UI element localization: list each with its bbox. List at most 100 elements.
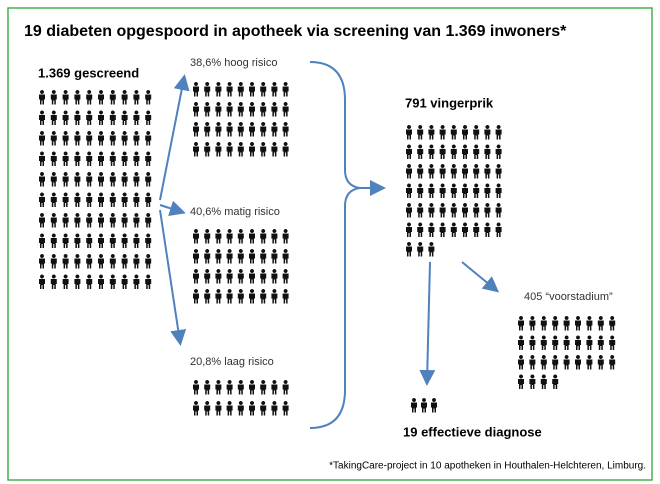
person-icon — [249, 102, 255, 117]
person-icon — [74, 172, 81, 187]
person-icon — [62, 192, 69, 207]
person-icon — [552, 316, 559, 331]
person-icon — [50, 192, 57, 207]
person-icon — [215, 122, 222, 137]
person-icon — [215, 401, 222, 416]
person-icon — [406, 203, 412, 218]
low-risk-label: 20,8% laag risico — [190, 356, 274, 368]
person-icon — [518, 316, 524, 331]
person-icon — [215, 82, 222, 97]
person-icon — [62, 254, 69, 269]
person-icon — [417, 242, 424, 257]
person-icon — [282, 249, 289, 264]
person-icon — [473, 164, 480, 179]
person-icon — [98, 274, 104, 289]
person-icon — [237, 269, 244, 284]
person-icon — [121, 274, 128, 289]
person-icon — [74, 213, 81, 228]
person-icon — [450, 144, 457, 159]
person-icon — [133, 90, 140, 105]
person-icon — [282, 380, 289, 395]
person-icon — [74, 131, 81, 146]
person-icon — [193, 269, 199, 284]
person-icon — [145, 110, 152, 125]
person-icon — [406, 242, 412, 257]
person-icon — [204, 401, 211, 416]
person-icon — [282, 401, 289, 416]
person-icon — [260, 122, 267, 137]
person-icon — [450, 222, 457, 237]
person-icon — [282, 102, 289, 117]
person-icon — [98, 131, 104, 146]
person-icon — [39, 172, 45, 187]
person-icon — [50, 213, 57, 228]
person-icon — [484, 125, 491, 140]
person-icon — [428, 242, 435, 257]
person-icon — [237, 82, 244, 97]
person-icon — [563, 316, 570, 331]
person-icon — [204, 142, 211, 157]
person-icon — [204, 229, 211, 244]
person-icon — [109, 233, 116, 248]
person-icon — [50, 151, 57, 166]
person-icon — [439, 183, 446, 198]
person-icon — [121, 110, 128, 125]
person-icon — [439, 222, 446, 237]
person-icon — [237, 122, 244, 137]
person-icon — [215, 249, 222, 264]
person-icon — [260, 249, 267, 264]
person-icon — [428, 164, 435, 179]
person-icons — [39, 82, 616, 416]
person-icon — [145, 192, 152, 207]
person-icon — [249, 82, 255, 97]
person-icon — [109, 110, 116, 125]
person-icon — [260, 102, 267, 117]
person-icon — [193, 380, 199, 395]
person-icon — [260, 142, 267, 157]
person-icon — [597, 316, 604, 331]
person-icon — [484, 222, 491, 237]
diagnosis-label: 19 effectieve diagnose — [403, 424, 542, 439]
person-icon — [450, 183, 457, 198]
person-icon — [50, 254, 57, 269]
person-icon — [50, 90, 57, 105]
person-icon — [586, 355, 593, 370]
person-icon — [121, 233, 128, 248]
person-icon — [133, 151, 140, 166]
person-icon — [439, 144, 446, 159]
person-icon — [98, 90, 104, 105]
person-icon — [86, 274, 93, 289]
person-icon — [237, 142, 244, 157]
person-icon — [260, 82, 267, 97]
person-icon — [145, 254, 152, 269]
screened-label: 1.369 gescreend — [38, 65, 139, 80]
arrow — [159, 200, 186, 216]
person-icon — [204, 249, 211, 264]
person-icon — [98, 233, 104, 248]
person-icon — [417, 164, 424, 179]
person-icon — [62, 274, 69, 289]
person-icon — [145, 274, 152, 289]
person-icon — [121, 172, 128, 187]
person-icon — [50, 110, 57, 125]
person-icon — [193, 401, 199, 416]
person-icon — [86, 192, 93, 207]
person-icon — [109, 90, 116, 105]
person-icon — [417, 222, 424, 237]
person-icon — [39, 213, 45, 228]
person-icon — [282, 289, 289, 304]
person-icon — [226, 401, 233, 416]
person-icon — [133, 110, 140, 125]
person-icon — [462, 164, 468, 179]
person-icon — [215, 229, 222, 244]
person-icon — [133, 233, 140, 248]
person-icon — [145, 151, 152, 166]
person-icon — [204, 122, 211, 137]
person-icon — [237, 380, 244, 395]
person-icon — [204, 289, 211, 304]
person-icon — [74, 90, 81, 105]
person-icon — [133, 274, 140, 289]
finger-prick-label: 791 vingerprik — [405, 95, 494, 110]
person-icon — [282, 229, 289, 244]
person-icon — [271, 82, 278, 97]
